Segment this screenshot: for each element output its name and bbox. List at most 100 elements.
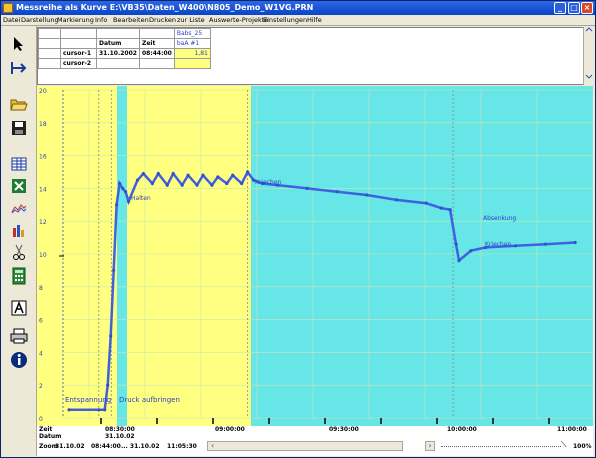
column-header-datum: Datum [96,38,140,49]
annotation-entspannung: Entspannung [65,396,111,404]
tool-sidebar [1,26,37,456]
zoom-percent: 100% [573,443,592,450]
calculator-icon[interactable] [9,266,29,286]
time-label-3: 10:00:00 [447,426,477,433]
series-point [305,186,309,190]
scroll-right-arrow-icon[interactable]: › [425,441,435,451]
curve-chart-icon[interactable] [9,198,29,218]
close-button[interactable]: × [581,2,593,14]
y-tick-label: 10 [39,252,47,259]
text-label-icon[interactable] [9,298,29,318]
bar-chart-icon[interactable] [9,220,29,240]
zoom-from-date: 31.10.02 [55,443,85,450]
annotation-kriechen-1: Kriechen [255,179,282,186]
menu-hilfe[interactable]: Hilfe [307,16,322,24]
phase-band-halten [127,86,251,426]
series-point [106,383,110,387]
datum-value: 31.10.02 [105,433,135,440]
series-point [543,242,547,246]
series-point [231,173,235,177]
table-scrollbar[interactable] [583,27,593,85]
y-tick-label: 16 [39,154,47,161]
series-point [424,201,428,205]
series-point [103,408,107,412]
series-point [186,173,190,177]
series-point [454,242,458,246]
series-point [439,206,443,210]
menu-datei[interactable]: Datei [3,16,21,24]
menu-bar: Datei Darstellung Markierung Info Bearbe… [1,15,595,26]
series-points [67,170,577,412]
series-point [195,183,199,187]
phase-band-kriechen1 [251,86,481,426]
print-icon[interactable] [9,326,29,346]
curve-chart[interactable]: 20 18 16 14 12 10 8 6 4 2 0 Entspannung Druck aufb… [37,86,594,426]
excel-export-icon[interactable] [9,176,29,196]
menu-info[interactable]: Info [95,16,108,24]
table-header-blank [38,58,61,69]
series-point [201,173,205,177]
cursor-2-zeit [138,58,175,69]
table-view-icon[interactable] [9,154,29,174]
cursor-1-label[interactable]: cursor-1 [60,48,97,59]
menu-auswerte-projekte[interactable]: Auswerte-Projekte [209,16,269,24]
app-icon [3,3,13,13]
series-point [118,181,122,186]
scroll-left-arrow-icon[interactable]: ‹ [211,441,215,450]
save-disk-icon[interactable] [9,118,29,138]
menu-zur-liste[interactable]: zur Liste [177,16,205,24]
series-point [513,244,518,248]
table-header-blank [138,28,175,39]
y-tick-label: 6 [39,318,43,325]
minimize-button[interactable]: _ [554,2,566,14]
series-point [180,183,184,187]
zoom-slider-track[interactable] [441,446,561,447]
menu-darstellung[interactable]: Darstellung [21,16,59,24]
y-tick-label: 14 [39,186,47,193]
series-point [67,408,71,412]
table-header-blank [38,38,61,49]
menu-drucken[interactable]: Drucken [149,16,177,24]
zoom-slider-thumb-icon[interactable]: ⟍ [561,440,567,449]
series-point [141,172,146,176]
menu-markierung[interactable]: Markierung [57,16,94,24]
y-tick-label: 20 [39,88,47,95]
series-point [335,190,339,194]
zoom-to-time: 11:05:30 [167,443,197,450]
series-point [112,268,116,272]
series-point [165,183,169,187]
annotation-halten: Halten [131,195,151,202]
info-icon[interactable] [9,350,29,370]
series-point [246,170,250,174]
series-point [394,198,399,202]
y-tick-label: 0 [39,416,43,423]
series-point [150,181,154,186]
time-label-2: 09:30:00 [329,426,359,433]
y-tick-label: 8 [39,285,43,292]
zoom-label: Zoom [39,443,58,450]
cursor-1-zeit: 08:44:00 [138,48,175,59]
cursor-move-icon[interactable] [9,58,29,78]
menu-einstellungen[interactable]: Einstellungen [263,16,308,24]
horizontal-scrollbar-left[interactable] [207,441,403,451]
open-folder-icon[interactable] [9,94,29,114]
series-point [135,178,140,182]
series-point [251,178,256,182]
pointer-tool-icon[interactable] [9,34,29,54]
cursor-1-value: 1,81 [173,48,211,59]
table-header-blank [38,48,61,59]
menu-bearbeiten[interactable]: Bearbeiten [113,16,149,24]
series-point [210,183,214,187]
series-point [156,172,160,176]
phase-marker-lines [62,90,454,418]
series-point [365,193,369,197]
zeit-label: Zeit [39,426,53,433]
datum-label: Datum [39,433,62,440]
cursor-2-label[interactable]: cursor-2 [60,58,97,69]
table-header-blank [60,28,97,39]
series-point [216,175,220,179]
maximize-button[interactable]: □ [568,2,580,14]
cut-scissors-icon[interactable] [9,242,29,262]
